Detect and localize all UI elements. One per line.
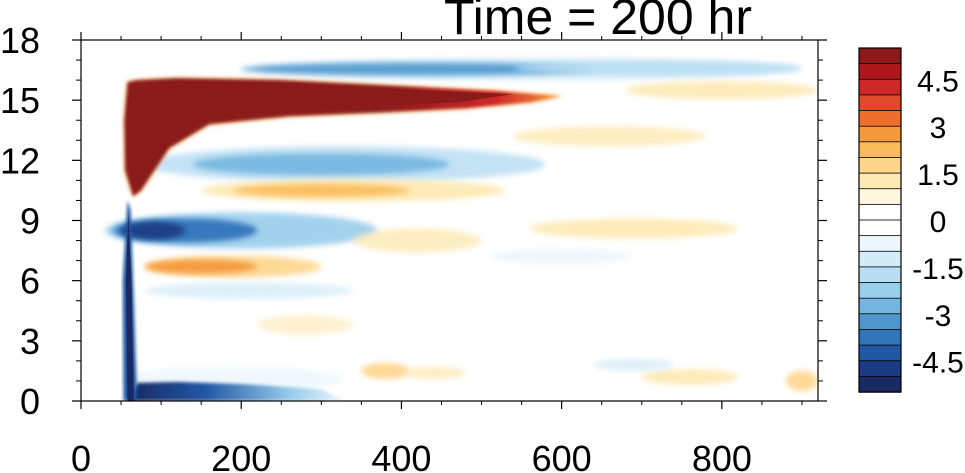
orange-patch-bottom [361, 362, 410, 379]
y-tick-label: 3 [20, 321, 40, 362]
orange-patch-bottom [785, 370, 818, 391]
orange-band-6-core [145, 259, 258, 274]
x-tick-label: 200 [211, 438, 271, 473]
colorbar-swatch [858, 329, 902, 346]
colorbar-swatch [858, 110, 902, 127]
x-tick-label: 800 [692, 438, 752, 473]
colorbar-swatch [858, 250, 902, 268]
colorbar: 4.5 3 1.5 0 -1.5 -3 -4.5 [858, 47, 964, 393]
colorbar-swatch [858, 313, 902, 331]
colorbar-swatch [858, 78, 902, 96]
colorbar-label: 3 [930, 112, 947, 145]
blue-band-below-red-core [193, 153, 450, 176]
orange-band-core [233, 183, 410, 197]
pale-orange-patch [401, 366, 466, 379]
colorbar-label: 4.5 [917, 65, 959, 98]
pale-orange-patch [353, 228, 482, 253]
upper-blue-band-core [241, 62, 594, 76]
colorbar-swatch [858, 235, 902, 252]
colorbar-label: -4.5 [912, 347, 964, 380]
pale-orange-patch [641, 368, 738, 385]
pale-blue-patch [593, 358, 674, 371]
colorbar-swatch [858, 172, 902, 190]
y-tick-label: 0 [20, 381, 40, 422]
x-tick-label: 600 [532, 438, 592, 473]
upper-right-pale-band [625, 81, 818, 100]
pale-blue-patch [489, 248, 634, 265]
colorbar-swatch [858, 297, 902, 315]
y-tick-label: 6 [20, 261, 40, 302]
colorbar-swatch [858, 125, 902, 143]
blue-band-8-deep [121, 221, 186, 240]
colorbar-swatch [858, 344, 902, 362]
y-tick-label: 12 [0, 140, 40, 181]
y-tick-label: 15 [0, 80, 40, 121]
colorbar-label: 1.5 [917, 159, 959, 192]
colorbar-label: -3 [925, 300, 952, 333]
colorbar-swatch [858, 63, 902, 80]
colorbar-swatch [858, 47, 902, 65]
bottom-blue-band [129, 381, 346, 401]
vertical-blue-streak-core [125, 212, 134, 401]
colorbar-swatch [858, 282, 902, 299]
colorbar-swatch [858, 203, 902, 221]
colorbar-swatch [858, 266, 902, 284]
pale-blue-patch [145, 282, 354, 299]
colorbar-swatch [858, 141, 902, 159]
colorbar-swatch [858, 157, 902, 174]
x-tick-label: 400 [371, 438, 431, 473]
contour-field [105, 58, 818, 401]
y-tick-label: 9 [20, 201, 40, 242]
colorbar-label: 0 [930, 206, 947, 239]
colorbar-swatch [858, 360, 902, 378]
colorbar-frame [858, 47, 902, 393]
colorbar-swatch [858, 94, 902, 112]
colorbar-label: -1.5 [912, 253, 964, 286]
pale-orange-patch [529, 218, 738, 239]
x-tick-label: 0 [71, 438, 91, 473]
colorbar-swatch [858, 375, 902, 393]
colorbar-swatch [858, 219, 902, 237]
chart-title: Time = 200 hr [444, 0, 753, 45]
upper-right-blue-band [513, 61, 802, 76]
upper-red-band-core [127, 81, 514, 191]
axes: 0 200 400 600 800 0 3 6 9 12 15 18 [0, 20, 827, 473]
y-tick-label: 18 [0, 20, 40, 61]
pale-orange-patch [513, 126, 706, 147]
colorbar-swatch [858, 188, 902, 206]
pale-orange-patch [257, 314, 354, 335]
